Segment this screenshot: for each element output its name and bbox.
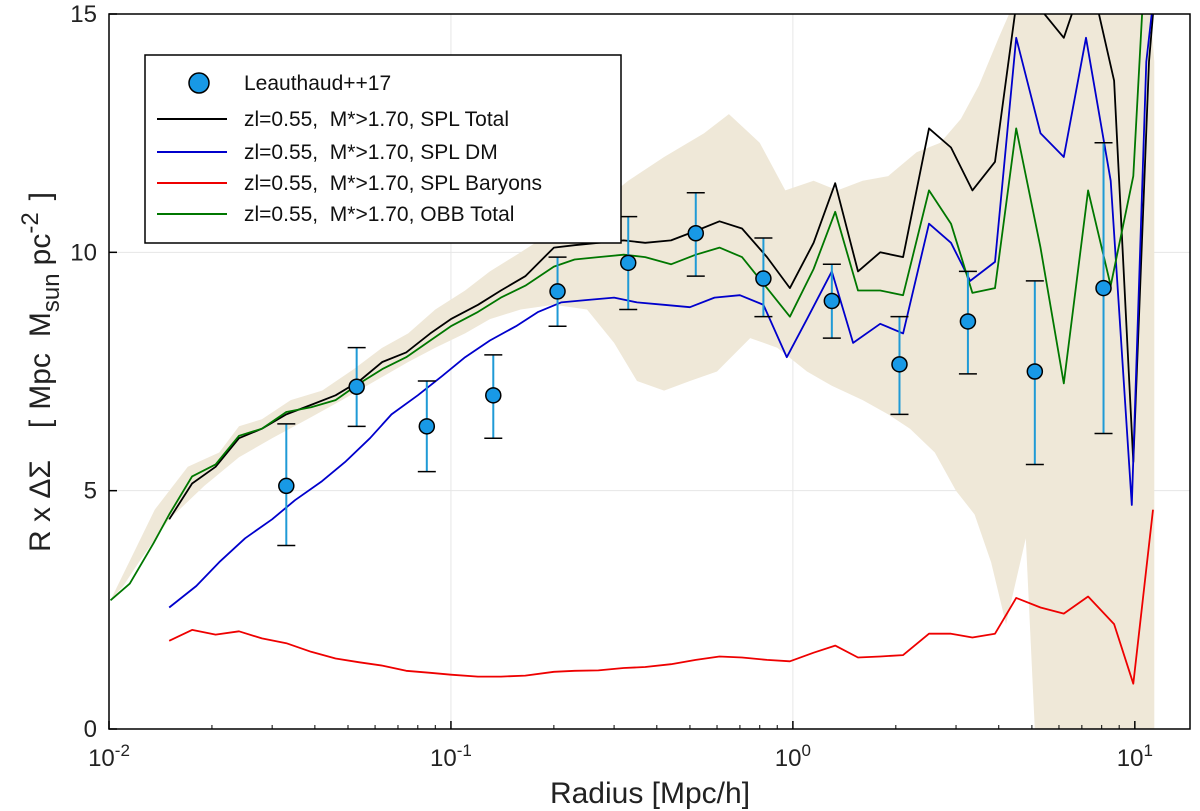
data-point-2 [418,418,436,435]
data-point-5 [619,254,637,272]
y-label-pc: pc [24,234,57,266]
y-label-sub: sun [38,273,65,312]
series-lines [109,14,1154,685]
data-point-7 [755,270,772,287]
legend-label-spl-baryons: zl=0.55, M*>1.70, SPL Baryons [244,172,542,195]
series-line-obb-total [109,14,1143,601]
legend: Leauthaud++17 zl=0.55, M*>1.70, SPL Tota… [144,54,622,244]
legend-label-observations: Leauthaud++17 [244,72,391,95]
data-point-10 [959,313,977,330]
series-line-spl-total [168,14,1154,520]
x-tick-exp-3: 1 [1143,741,1152,760]
uncertainty-band-layer [110,14,1155,729]
x-tick-base-2: 10 [775,745,802,772]
x-tick-exp-1: -1 [457,741,472,760]
x-tick-label-1: 10-1 [430,741,472,772]
data-point-3 [485,387,502,404]
data-point-4 [549,283,566,300]
data-point-6 [687,225,705,242]
legend-box [144,54,622,244]
x-tick-base-3: 10 [1117,745,1144,772]
y-label-mpc: Mpc [24,353,57,410]
y-label-close-bracket: ] [24,192,57,200]
legend-label-obb-total: zl=0.55, M*>1.70, OBB Total [244,203,514,226]
y-tick-label-1: 5 [84,478,97,505]
y-label-open-bracket: [ [24,419,57,428]
plot-frame [108,13,1191,730]
data-point-9 [891,356,908,373]
y-label-sup: -2 [17,212,44,233]
y-tick-label-3: 15 [70,1,97,28]
y-tick-label-0: 0 [84,716,97,743]
uncertainty-band [110,14,1155,729]
observations-layer [277,141,1113,547]
x-tick-base-1: 10 [430,745,457,772]
data-point-11 [1026,363,1044,380]
data-point-0 [278,477,295,495]
x-tick-exp-0: -2 [115,741,130,760]
y-label-main: R x ΔΣ [24,460,57,552]
series-line-spl-dm [168,14,1153,609]
x-tick-exp-2: 0 [801,741,810,760]
legend-label-spl-dm: zl=0.55, M*>1.70, SPL DM [244,141,498,164]
y-label-m: M [24,312,57,337]
y-axis-label: R x ΔΣ [ Mpc Msun pc-2] [17,192,65,552]
y-tick-label-2: 10 [70,239,97,266]
legend-label-spl-total: zl=0.55, M*>1.70, SPL Total [244,108,509,131]
x-tick-label-3: 101 [1117,741,1153,772]
x-tick-base-0: 10 [88,745,115,772]
data-point-1 [348,378,365,396]
x-axis-label: Radius [Mpc/h] [550,777,750,810]
x-tick-label-0: 10-2 [88,741,130,772]
data-point-8 [823,292,841,310]
x-tick-label-2: 100 [775,741,811,772]
data-point-12 [1095,279,1112,297]
legend-marker-observations [188,72,210,94]
series-line-spl-baryons [168,509,1154,685]
